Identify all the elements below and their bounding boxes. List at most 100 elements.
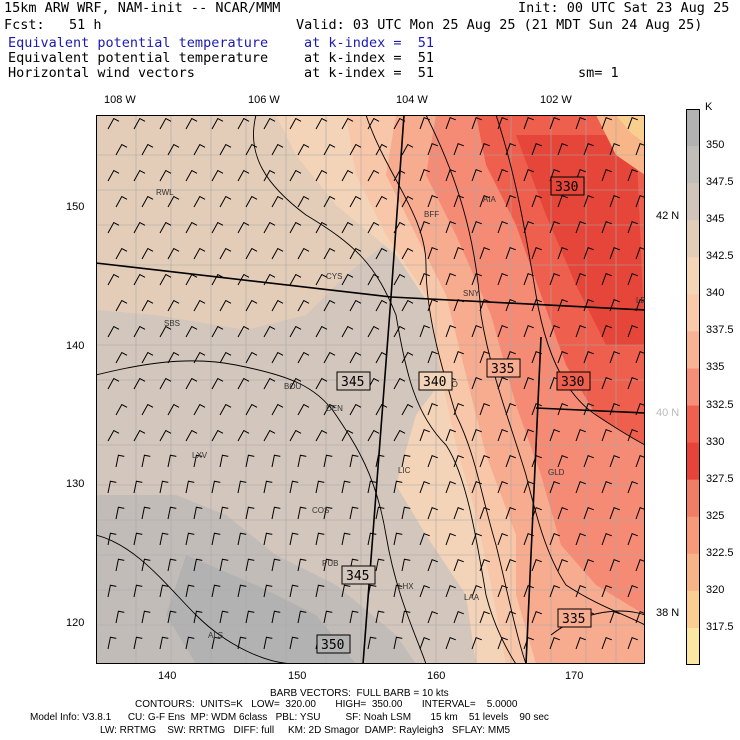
wind-barb: [497, 325, 508, 338]
wind-barb: [427, 611, 438, 624]
wind-barb: [185, 429, 198, 442]
wind-barb: [523, 325, 534, 338]
wind-barb: [349, 351, 362, 364]
wind-barb: [635, 247, 645, 260]
wind-barb: [107, 532, 117, 546]
wind-barb: [479, 559, 490, 572]
wind-barb: [575, 325, 586, 338]
wind-barb: [609, 143, 620, 156]
wind-barb: [271, 299, 284, 312]
wind-barb: [133, 221, 146, 234]
x-tick-160: 160: [427, 670, 446, 682]
wind-barb: [271, 454, 281, 468]
wind-barb: [401, 403, 414, 416]
station-lhx: LHX: [398, 582, 414, 591]
wind-barb: [297, 351, 310, 364]
wind-barb: [505, 143, 516, 156]
wind-barb: [297, 143, 310, 156]
wind-barb: [167, 195, 180, 208]
wind-barb: [237, 636, 247, 650]
wind-barb: [211, 636, 221, 650]
wind-barb: [445, 637, 456, 650]
wind-barb: [505, 299, 516, 312]
wind-barb: [141, 351, 154, 364]
wind-barb: [445, 481, 456, 494]
wind-barb: [167, 403, 180, 416]
wind-barb: [133, 325, 146, 338]
wind-barb: [523, 481, 534, 494]
wind-barb: [375, 558, 385, 572]
wind-barb: [609, 195, 620, 208]
wind-barb: [531, 403, 542, 416]
station-pub: PUB: [322, 559, 338, 568]
wind-barb: [367, 532, 377, 546]
wind-barb: [289, 221, 302, 234]
wind-barb: [479, 351, 490, 364]
wind-barb: [453, 143, 464, 156]
wind-barb: [609, 559, 620, 572]
wind-barb: [471, 377, 482, 390]
wind-barb: [159, 636, 169, 650]
wind-barb: [185, 325, 198, 338]
colorbar-label: 320: [706, 583, 725, 596]
wind-barb: [271, 610, 281, 624]
wind-barb: [427, 351, 438, 364]
wind-barb: [419, 637, 430, 650]
wind-barb: [479, 507, 490, 520]
wind-barb: [531, 143, 542, 156]
wind-barb: [549, 117, 560, 130]
wind-barb: [505, 559, 516, 572]
wind-barb: [427, 299, 438, 312]
shade-327-5: [516, 135, 645, 345]
wind-barb: [245, 403, 258, 416]
wind-barb: [323, 299, 336, 312]
wind-barb: [271, 558, 281, 572]
colorbar-swatch: [686, 442, 700, 481]
wind-barb: [323, 195, 336, 208]
wind-barb: [133, 636, 143, 650]
wind-barb: [497, 637, 508, 650]
wind-barb: [575, 585, 586, 598]
wind-barb: [375, 454, 385, 468]
station-rwl: RWL: [156, 188, 174, 197]
contour-label-335-b: 335: [557, 608, 592, 628]
wind-barb: [375, 195, 388, 208]
wind-barb: [601, 429, 612, 442]
wind-barb: [601, 117, 612, 130]
wind-barb: [349, 299, 362, 312]
wind-barb: [601, 481, 612, 494]
wind-barb: [375, 506, 385, 520]
wind-barb: [367, 429, 380, 442]
wind-barb: [419, 429, 430, 442]
wind-barb: [479, 611, 490, 624]
wind-barb: [523, 117, 534, 130]
wind-barb: [219, 247, 232, 260]
wind-barb: [601, 221, 612, 234]
wind-barb: [583, 507, 594, 520]
wind-barb: [393, 169, 406, 182]
wind-barb: [627, 325, 638, 338]
wind-barb: [393, 532, 403, 546]
colorbar-swatch: [686, 516, 700, 555]
wind-barb: [419, 273, 430, 286]
wind-barb: [107, 584, 117, 598]
colorbar-swatch: [686, 553, 700, 592]
wind-barb: [315, 169, 328, 182]
wind-barb: [159, 169, 172, 182]
wind-barb: [427, 559, 438, 572]
wind-barb: [531, 299, 542, 312]
wind-barb: [549, 273, 560, 286]
wind-barb: [167, 299, 180, 312]
wind-barb: [245, 454, 255, 468]
wind-barb: [575, 221, 586, 234]
wind-barb: [323, 454, 333, 468]
svg-text:350: 350: [321, 638, 344, 653]
wind-barb: [107, 325, 120, 338]
wind-barb: [505, 455, 516, 468]
wind-barb: [375, 247, 388, 260]
wind-barb: [375, 143, 388, 156]
wind-barb: [193, 454, 203, 468]
wind-barb: [401, 610, 411, 624]
wind-barb: [583, 195, 594, 208]
y-tick-140: 140: [66, 340, 85, 352]
